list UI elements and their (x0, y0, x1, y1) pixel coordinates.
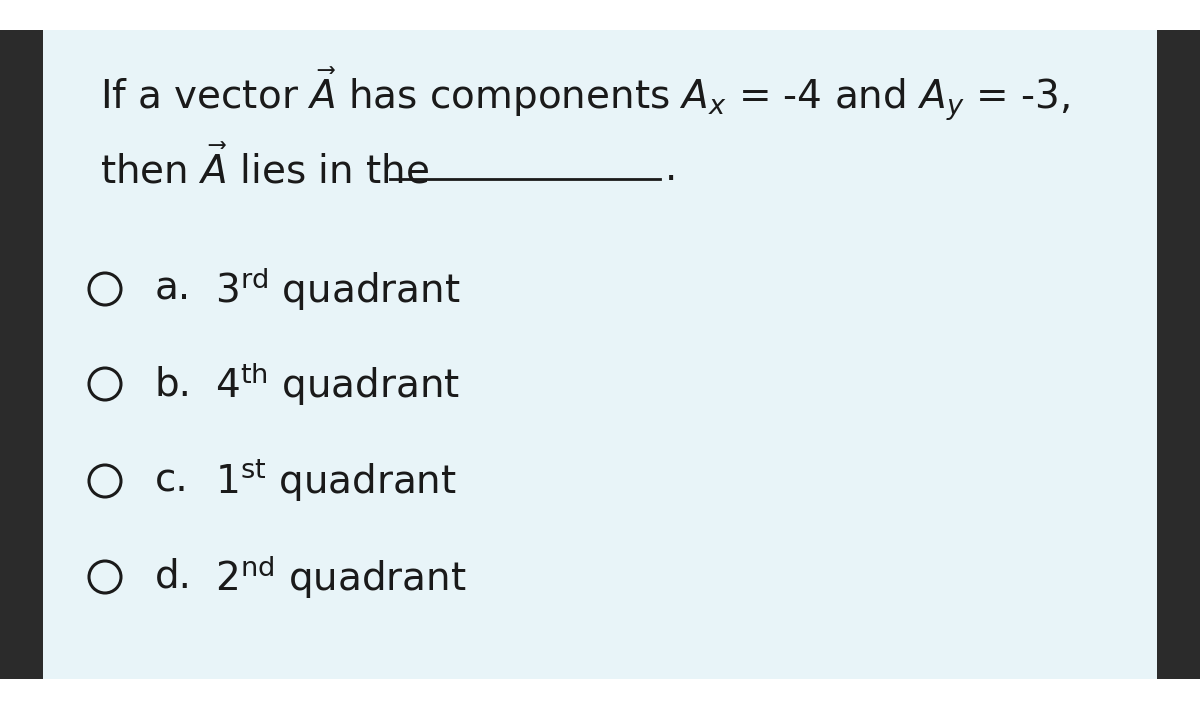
Text: $3^{\mathregular{rd}}$ quadrant: $3^{\mathregular{rd}}$ quadrant (215, 265, 461, 313)
Text: a.: a. (155, 270, 191, 308)
Bar (0, 679, 1200, 709)
Text: b.: b. (155, 365, 192, 403)
Bar (0, 0, 1200, 30)
Text: .: . (665, 150, 677, 188)
Text: $2^{\mathregular{nd}}$ quadrant: $2^{\mathregular{nd}}$ quadrant (215, 553, 467, 601)
Text: $4^{\mathregular{th}}$ quadrant: $4^{\mathregular{th}}$ quadrant (215, 360, 460, 408)
Text: then $\vec{A}$ lies in the: then $\vec{A}$ lies in the (100, 146, 430, 192)
Text: d.: d. (155, 558, 192, 596)
Text: If a vector $\vec{A}$ has components $A_x$ = -4 and $A_y$ = -3,: If a vector $\vec{A}$ has components $A_… (100, 66, 1070, 124)
Text: c.: c. (155, 462, 188, 500)
Text: $1^{\mathregular{st}}$ quadrant: $1^{\mathregular{st}}$ quadrant (215, 458, 457, 504)
